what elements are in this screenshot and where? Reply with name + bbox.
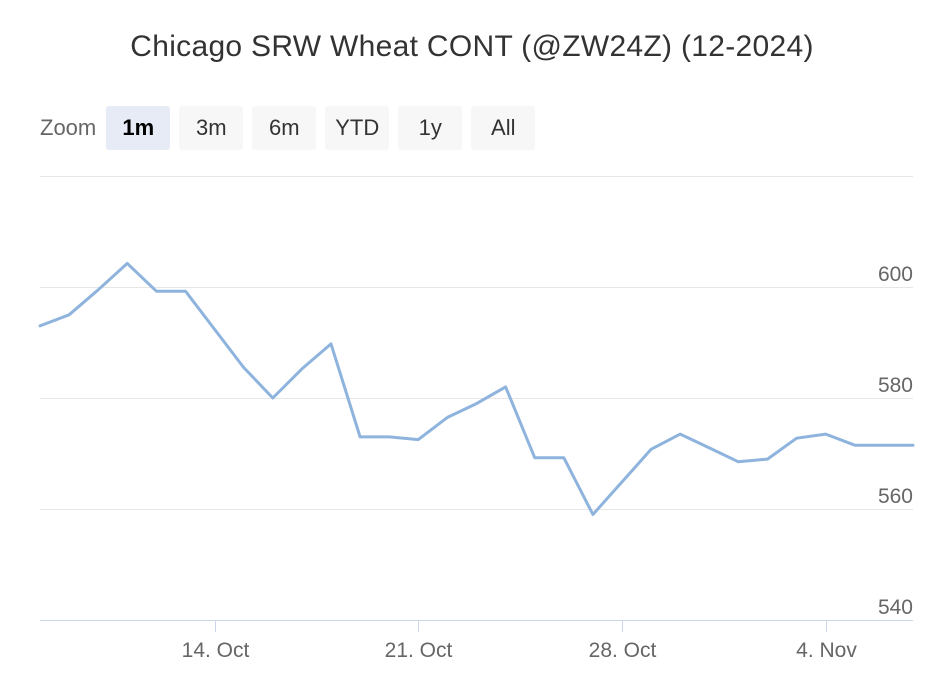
zoom-button-1y[interactable]: 1y <box>398 106 463 150</box>
series-layer[interactable] <box>38 261 915 516</box>
zoom-button-3m[interactable]: 3m <box>179 106 244 150</box>
zoom-bar: Zoom 1m 3m 6m YTD 1y All <box>40 106 544 150</box>
y-tick-label-540: 540 <box>878 596 913 619</box>
y-axis-labels: 540 560 580 600 <box>878 263 913 619</box>
zoom-button-6m[interactable]: 6m <box>252 106 317 150</box>
y-tick-label-560: 560 <box>878 485 913 508</box>
x-axis: 14. Oct 21. Oct 28. Oct 4. Nov <box>40 620 913 662</box>
zoom-button-1m[interactable]: 1m <box>106 106 171 150</box>
chart-title: Chicago SRW Wheat CONT (@ZW24Z) (12-2024… <box>130 30 814 63</box>
zoom-label: Zoom <box>40 115 97 140</box>
zoom-button-all[interactable]: All <box>471 106 536 150</box>
x-tick-label: 21. Oct <box>385 639 453 662</box>
series-line-0[interactable] <box>38 261 915 516</box>
y-tick-label-600: 600 <box>878 263 913 286</box>
x-tick-label: 28. Oct <box>589 639 657 662</box>
x-tick-label: 14. Oct <box>182 639 250 662</box>
x-tick-label: 4. Nov <box>796 639 857 662</box>
grid-lines <box>40 176 913 510</box>
zoom-button-ytd[interactable]: YTD <box>325 106 390 150</box>
y-tick-label-580: 580 <box>878 374 913 397</box>
